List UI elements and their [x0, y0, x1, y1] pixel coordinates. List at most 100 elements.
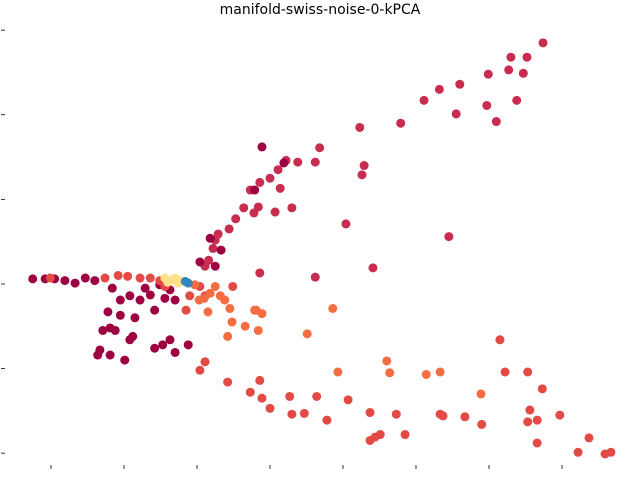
point — [135, 273, 145, 283]
point — [251, 305, 261, 315]
point — [160, 293, 170, 303]
point — [205, 288, 215, 298]
point — [293, 157, 303, 167]
point — [253, 325, 263, 335]
point — [504, 65, 514, 75]
point — [28, 274, 38, 284]
point — [210, 261, 220, 271]
point — [208, 243, 218, 253]
point — [115, 295, 125, 305]
point — [523, 367, 533, 377]
point — [391, 409, 401, 419]
point — [491, 117, 501, 127]
point — [476, 389, 486, 399]
point — [302, 329, 312, 339]
point — [257, 142, 267, 152]
point — [270, 207, 280, 217]
point — [287, 409, 297, 419]
point — [525, 405, 535, 415]
point — [205, 233, 215, 243]
point — [606, 447, 616, 457]
point — [523, 417, 533, 427]
point — [200, 357, 210, 367]
point — [100, 273, 110, 283]
point — [322, 415, 332, 425]
chart-title: manifold-swiss-noise-0-kPCA — [220, 2, 421, 18]
point — [275, 183, 285, 193]
point — [522, 52, 532, 62]
point — [170, 295, 180, 305]
point — [532, 415, 542, 425]
point — [359, 161, 369, 171]
point — [170, 347, 180, 357]
point — [145, 273, 155, 283]
point — [483, 69, 493, 79]
point — [537, 384, 547, 394]
point — [80, 273, 90, 283]
point — [165, 335, 175, 345]
point — [93, 350, 103, 360]
point — [310, 272, 320, 282]
point — [140, 283, 150, 293]
point — [343, 395, 353, 405]
point — [385, 368, 395, 378]
point — [532, 438, 542, 448]
point — [183, 340, 193, 350]
point — [451, 109, 461, 119]
point — [273, 165, 283, 175]
point — [210, 281, 220, 291]
point — [249, 208, 259, 218]
point — [495, 335, 505, 345]
point — [223, 331, 233, 341]
point — [438, 411, 448, 421]
point — [299, 408, 309, 418]
point — [181, 305, 191, 315]
point — [115, 310, 125, 320]
point — [434, 84, 444, 94]
point — [285, 391, 295, 401]
point — [518, 68, 528, 78]
point — [60, 276, 70, 286]
point — [444, 232, 454, 242]
point — [341, 219, 351, 229]
point — [265, 403, 275, 413]
point — [279, 158, 289, 168]
point — [312, 391, 322, 401]
point — [103, 307, 113, 317]
point — [216, 245, 226, 255]
point — [225, 303, 235, 313]
point — [573, 447, 583, 457]
point — [435, 367, 445, 377]
point — [105, 350, 115, 360]
point — [538, 38, 548, 48]
point — [365, 408, 375, 418]
point — [500, 367, 510, 377]
point — [90, 276, 100, 286]
point — [239, 203, 249, 213]
point — [45, 273, 55, 283]
point — [107, 283, 117, 293]
point — [150, 343, 160, 353]
point — [203, 307, 213, 317]
point — [199, 293, 209, 303]
point — [355, 122, 365, 132]
point — [185, 291, 195, 301]
point — [512, 95, 522, 105]
point — [110, 325, 120, 335]
point — [382, 356, 392, 366]
point — [120, 355, 130, 365]
point — [163, 277, 173, 287]
point — [482, 100, 492, 110]
point — [183, 278, 193, 288]
point — [195, 257, 205, 267]
point — [368, 263, 378, 273]
point — [70, 278, 80, 288]
point — [135, 295, 145, 305]
point — [419, 95, 429, 105]
point — [125, 291, 135, 301]
point — [220, 295, 230, 305]
point — [224, 224, 234, 234]
point — [231, 214, 241, 224]
point — [245, 387, 255, 397]
point — [227, 317, 237, 327]
